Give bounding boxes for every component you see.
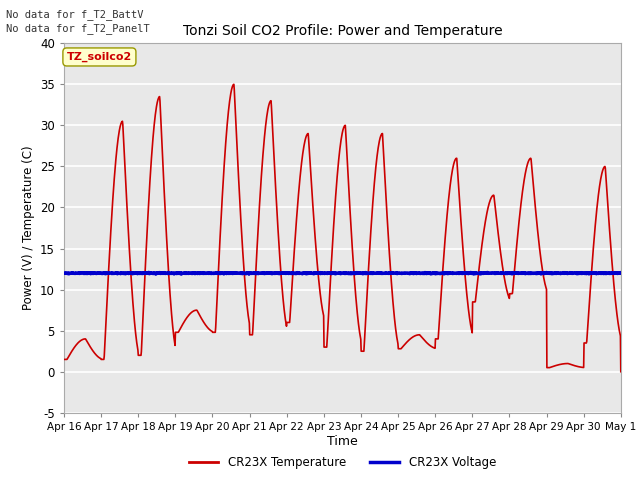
Text: No data for f_T2_PanelT: No data for f_T2_PanelT bbox=[6, 23, 150, 34]
X-axis label: Time: Time bbox=[327, 434, 358, 448]
Legend: CR23X Temperature, CR23X Voltage: CR23X Temperature, CR23X Voltage bbox=[184, 451, 500, 473]
Text: No data for f_T2_BattV: No data for f_T2_BattV bbox=[6, 9, 144, 20]
Y-axis label: Power (V) / Temperature (C): Power (V) / Temperature (C) bbox=[22, 146, 35, 310]
Title: Tonzi Soil CO2 Profile: Power and Temperature: Tonzi Soil CO2 Profile: Power and Temper… bbox=[182, 24, 502, 38]
Text: TZ_soilco2: TZ_soilco2 bbox=[67, 52, 132, 62]
